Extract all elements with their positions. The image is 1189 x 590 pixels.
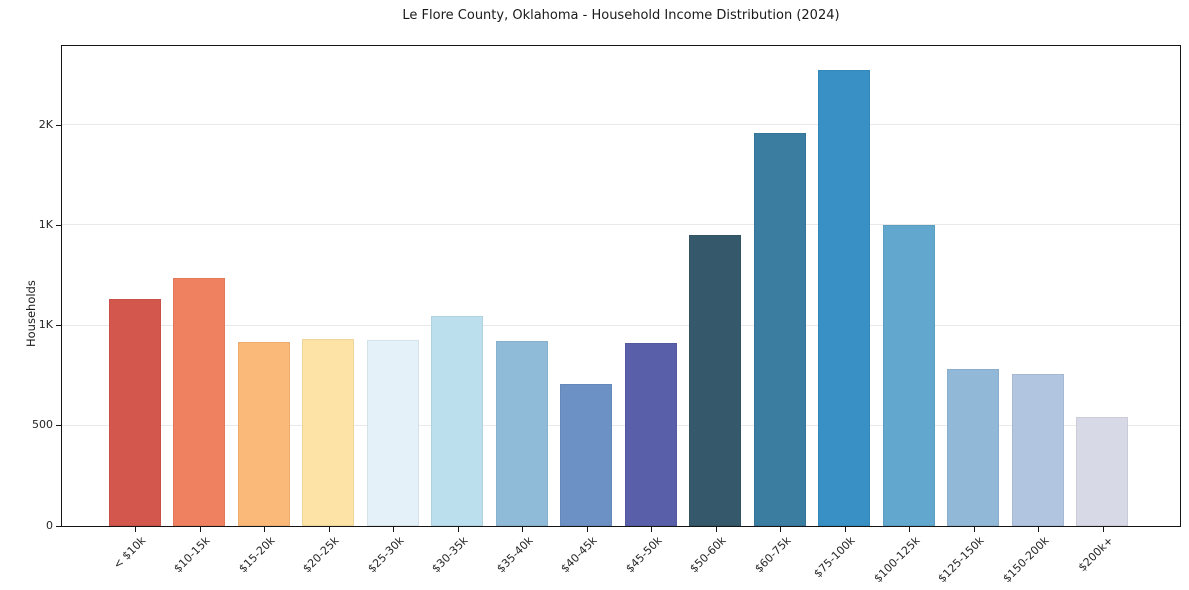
y-axis-label: Households — [24, 280, 38, 347]
x-tick-label: $20-25k — [300, 533, 342, 575]
x-tick-label: $200k+ — [1075, 533, 1116, 574]
y-tick-mark — [56, 224, 61, 226]
x-tick-mark — [909, 527, 910, 532]
x-tick-mark — [844, 527, 846, 532]
bar-15-20k — [237, 342, 290, 526]
x-tick-label: $100-125k — [871, 533, 923, 585]
y-tick-label: 500 — [32, 418, 53, 432]
bar-25-30k — [366, 340, 419, 526]
x-tick-label: $60-75k — [751, 533, 794, 575]
y-tick-mark — [56, 425, 61, 427]
bar-45-50k — [624, 342, 677, 526]
y-tick-label: 1K — [38, 318, 53, 332]
bars-layer — [62, 46, 1180, 526]
gridline-500 — [62, 424, 1180, 426]
x-tick-mark — [586, 527, 588, 532]
x-tick-mark — [1038, 527, 1039, 532]
x-tick-mark — [328, 527, 330, 532]
chart-title: Le Flore County, Oklahoma - Household In… — [402, 8, 840, 23]
x-tick-label: $15-20k — [235, 533, 278, 575]
gridline-1500 — [62, 224, 1180, 226]
x-tick-mark — [715, 527, 717, 532]
x-tick-mark — [264, 527, 265, 532]
x-tick-mark — [457, 527, 459, 532]
x-tick-mark — [393, 527, 394, 532]
x-tick-label: $50-60k — [687, 533, 729, 575]
bar-20-25k — [302, 338, 354, 526]
bar-10-15k — [173, 278, 225, 526]
x-tick-label: $150-200k — [1000, 533, 1052, 585]
y-tick-label: 1K — [38, 217, 53, 231]
bar-40-45k — [560, 383, 612, 526]
gridline-2000 — [62, 124, 1180, 126]
x-tick-label: $40-45k — [558, 533, 600, 575]
x-tick-mark — [199, 527, 201, 532]
bar-125-150k — [947, 369, 999, 526]
bar-60-75k — [753, 133, 806, 526]
bar-50-60k — [689, 234, 741, 526]
gridline-layer — [62, 46, 1180, 526]
x-tick-mark — [522, 527, 523, 532]
x-tick-label: $35-40k — [493, 533, 536, 575]
gridline-1000 — [62, 324, 1180, 326]
x-tick-label: $125-150k — [935, 533, 987, 585]
x-tick-label: $30-35k — [429, 533, 471, 575]
bar-150-200k — [1011, 373, 1064, 526]
bar-200k+ — [1076, 417, 1128, 526]
x-tick-label: < $10k — [110, 533, 149, 572]
x-tick-mark — [780, 527, 781, 532]
x-tick-mark — [135, 527, 136, 532]
x-tick-label: $25-30k — [364, 533, 407, 575]
y-tick-label: 0 — [46, 518, 53, 532]
x-tick-label: $10-15k — [171, 533, 213, 575]
x-tick-label: $75-100k — [811, 533, 858, 580]
bar-100-125k — [882, 224, 935, 526]
bar-10k — [108, 299, 161, 526]
x-tick-label: $45-50k — [622, 533, 665, 575]
bar-35-40k — [495, 341, 548, 526]
bar-30-35k — [431, 315, 483, 526]
plot-area — [61, 45, 1181, 527]
x-tick-mark — [1102, 527, 1104, 532]
x-tick-mark — [651, 527, 652, 532]
y-tick-mark — [56, 325, 61, 327]
x-tick-mark — [973, 527, 975, 532]
y-tick-mark — [56, 124, 61, 126]
bar-75-100k — [818, 69, 870, 526]
y-tick-label: 2K — [38, 117, 53, 131]
y-tick-mark — [56, 525, 61, 527]
